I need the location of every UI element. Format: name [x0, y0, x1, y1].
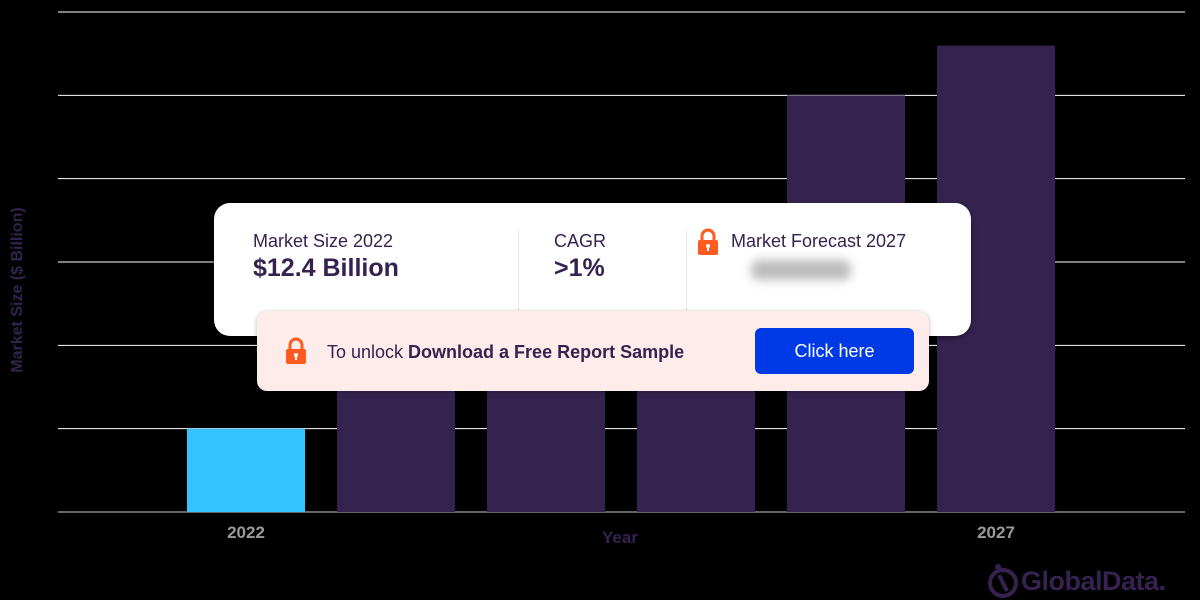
lock-icon: [698, 228, 718, 255]
market-size-block: Market Size 2022 $12.4 Billion: [253, 231, 399, 283]
blurred-forecast-value: [751, 260, 851, 280]
unlock-text: To unlock Download a Free Report Sample: [327, 342, 684, 363]
cagr-block: CAGR >1%: [554, 231, 606, 283]
cagr-label: CAGR: [554, 231, 607, 251]
globaldata-logo: GlobalData.: [985, 563, 1166, 599]
lock-icon: [286, 337, 306, 364]
forecast-label: Market Forecast 2027: [731, 231, 907, 251]
unlock-banner: To unlock Download a Free Report Sample …: [257, 311, 929, 391]
x-axis-label: Year: [602, 528, 638, 547]
x-tick-label: 2022: [227, 523, 265, 542]
globaldata-logo-icon: [988, 564, 1018, 598]
click-here-button[interactable]: Click here: [755, 328, 914, 374]
logo-text: GlobalData.: [1021, 565, 1166, 596]
y-axis-label: Market Size ($ Billion): [9, 207, 26, 373]
bar-2022: [187, 428, 305, 512]
divider: [686, 231, 687, 311]
cagr-value: >1%: [554, 254, 605, 282]
unlock-link-text: Download a Free Report Sample: [408, 342, 685, 362]
market-size-label: Market Size 2022: [253, 231, 394, 251]
divider: [518, 231, 519, 311]
forecast-block: Market Forecast 2027: [731, 231, 906, 280]
x-tick-label: 2027: [977, 523, 1015, 542]
market-size-value: $12.4 Billion: [253, 254, 399, 282]
unlock-prefix: To unlock: [327, 342, 409, 362]
